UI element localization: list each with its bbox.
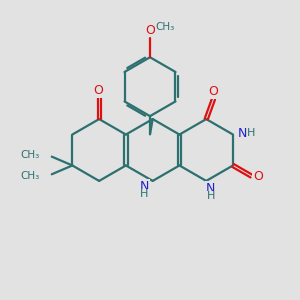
Text: H: H [206, 191, 215, 201]
Text: O: O [208, 85, 218, 98]
Text: N: N [140, 180, 149, 193]
Text: H: H [247, 128, 255, 138]
Text: CH₃: CH₃ [20, 150, 39, 160]
Text: H: H [140, 190, 148, 200]
Text: CH₃: CH₃ [20, 171, 39, 181]
Text: O: O [253, 169, 263, 183]
Text: N: N [238, 127, 247, 140]
Text: O: O [94, 84, 103, 97]
Text: N: N [206, 182, 215, 195]
Text: O: O [145, 24, 155, 37]
Text: CH₃: CH₃ [156, 22, 175, 32]
